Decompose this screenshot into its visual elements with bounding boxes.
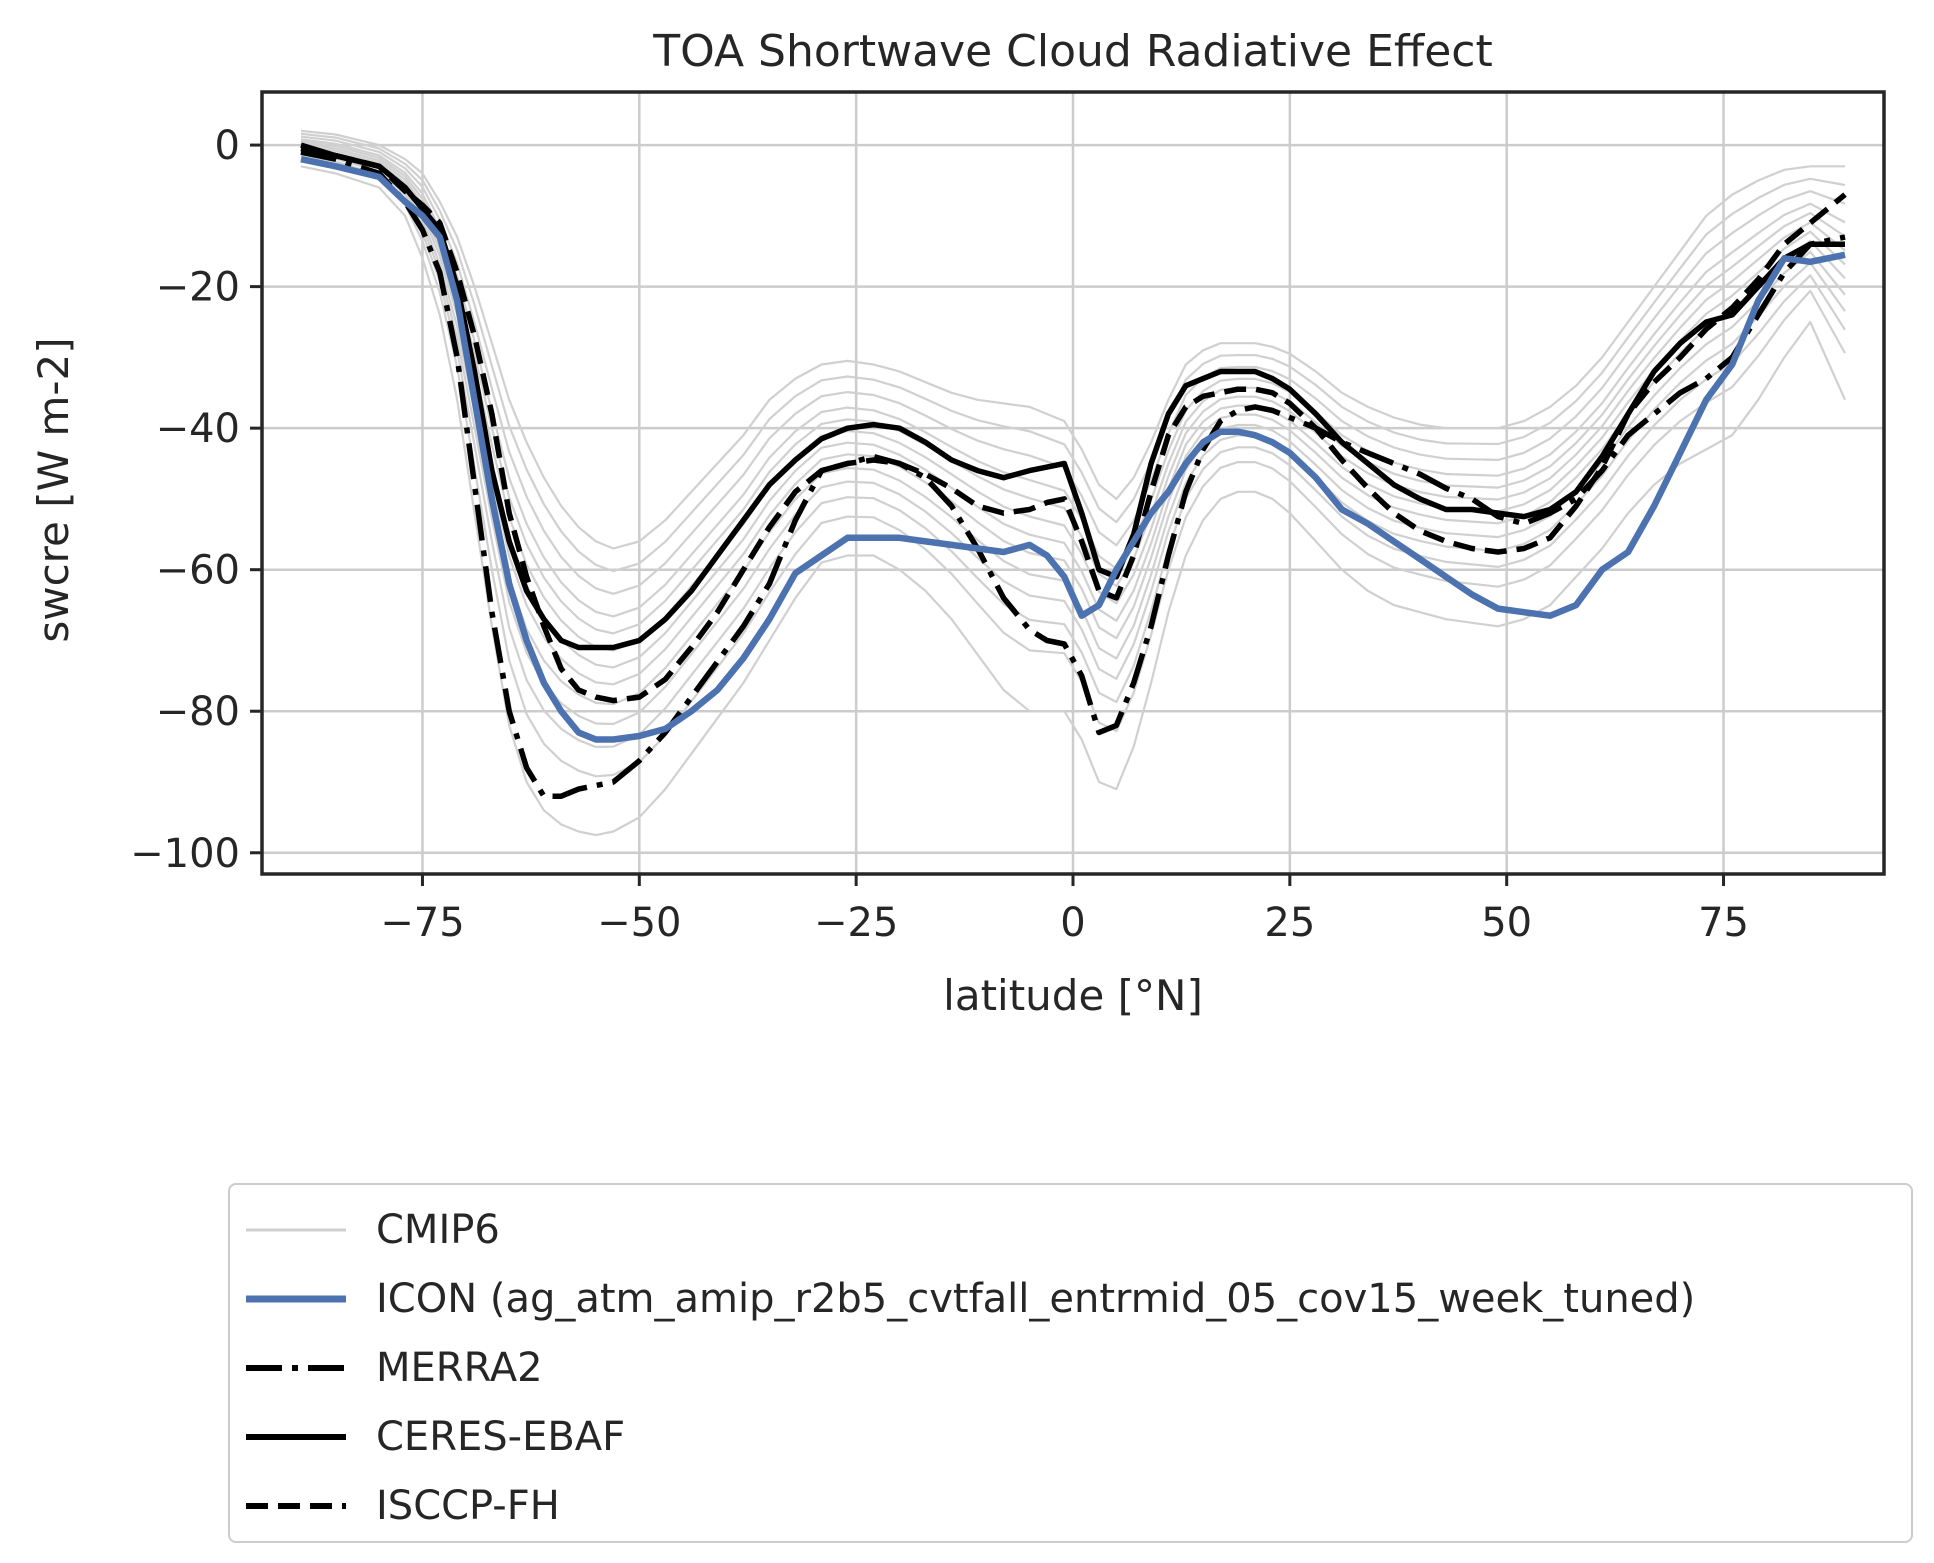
legend-label-icon: ICON (ag_atm_amip_r2b5_cvtfall_entrmid_0…: [376, 1276, 1696, 1322]
legend: CMIP6 ICON (ag_atm_amip_r2b5_cvtfall_ent…: [228, 1183, 1913, 1543]
legend-swatch-merra2: [246, 1365, 346, 1371]
legend-swatch-icon: [246, 1295, 346, 1303]
x-tick-label: 25: [1264, 900, 1315, 946]
chart-title: TOA Shortwave Cloud Radiative Effect: [652, 26, 1493, 77]
legend-label-cmip6: CMIP6: [376, 1207, 500, 1253]
y-tick-label: −80: [156, 689, 240, 735]
cmip6-model-line: [300, 138, 1846, 618]
legend-item-merra2: MERRA2: [230, 1341, 1911, 1391]
x-tick-label: 0: [1060, 900, 1085, 946]
x-tick-label: 50: [1481, 900, 1532, 946]
x-tick-label: −50: [597, 900, 681, 946]
legend-item-ceres-ebaf: CERES-EBAF: [230, 1410, 1911, 1460]
y-tick-label: −40: [156, 406, 240, 452]
x-tick-label: −75: [380, 900, 464, 946]
cmip6-model-line: [300, 129, 1845, 550]
series-line-merra2: [300, 149, 1846, 799]
legend-item-isccp-fh: ISCCP-FH: [230, 1479, 1911, 1529]
legend-swatch-cmip6: [246, 1228, 346, 1232]
y-tick-label: −100: [130, 831, 240, 877]
legend-item-cmip6: CMIP6: [230, 1203, 1911, 1253]
legend-item-icon: ICON (ag_atm_amip_r2b5_cvtfall_entrmid_0…: [230, 1272, 1911, 1322]
cmip6-model-line: [300, 154, 1846, 749]
x-axis-label: latitude [°N]: [943, 971, 1203, 1020]
cmip6-model-line: [300, 158, 1846, 778]
legend-label-ceres-ebaf: CERES-EBAF: [376, 1414, 626, 1460]
legend-label-isccp-fh: ISCCP-FH: [376, 1483, 560, 1529]
legend-label-merra2: MERRA2: [376, 1345, 543, 1391]
legend-swatch-ceres-ebaf: [246, 1434, 346, 1440]
series-line-icon: [300, 156, 1846, 743]
cmip6-model-line: [300, 142, 1846, 652]
axis-ticks: −75 −50 −25 0 25 50 75 0 −20 −40 −60 −80 −100: [130, 123, 1749, 946]
x-tick-label: 75: [1698, 900, 1749, 946]
cmip6-model-line: [300, 146, 1846, 686]
series-lines: [300, 142, 1847, 799]
series-line-isccp-fh: [300, 145, 1847, 704]
y-tick-label: −20: [156, 265, 240, 311]
series-line-ceres-ebaf: [300, 142, 1845, 651]
legend-swatch-isccp-fh: [246, 1503, 346, 1509]
y-tick-label: −60: [156, 548, 240, 594]
plot-frame: [260, 90, 1886, 876]
cmip6-model-line: [300, 132, 1846, 573]
y-axis-label: swcre [W m-2]: [29, 337, 78, 642]
cmip6-model-line: [300, 165, 1847, 837]
x-tick-label: −25: [814, 900, 898, 946]
y-tick-label: 0: [215, 123, 240, 169]
